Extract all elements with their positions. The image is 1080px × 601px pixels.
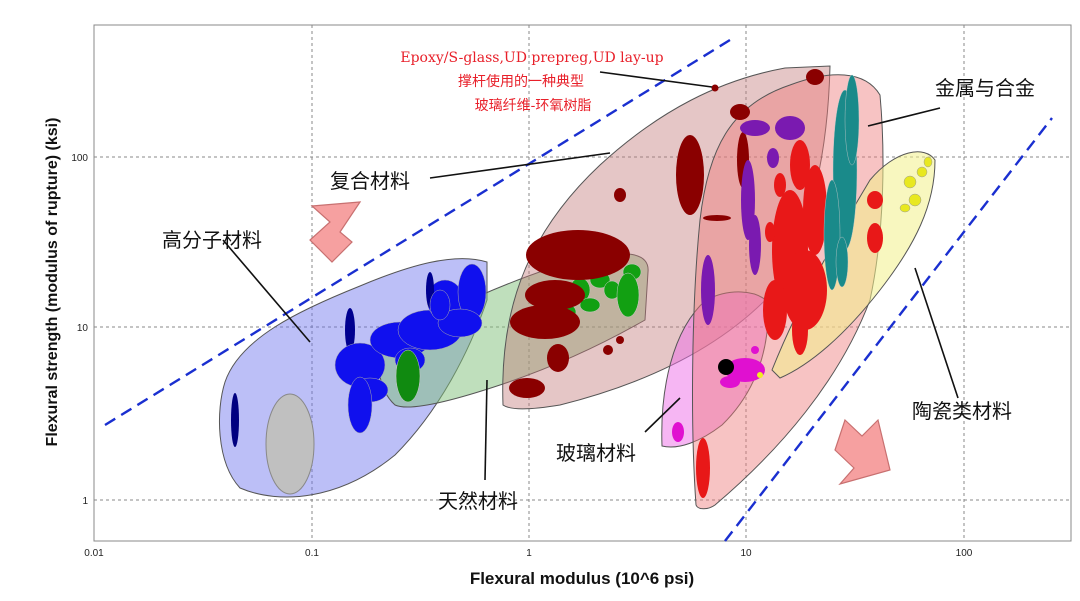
composite-bubble [603,345,613,355]
material-bubbles [231,69,933,498]
annotations: 高分子材料 复合材料 天然材料 玻璃材料 金属与合金 陶瓷类材料 Epoxy/S… [162,50,1035,513]
epoxy-note-line3: 玻璃纤维-环氧树脂 [475,97,592,114]
x-axis-title: Flexural modulus (10^6 psi) [470,569,694,588]
composite-bubble [509,378,545,398]
ceramic-bubble [899,203,911,213]
natural-bubble [579,297,601,313]
polymer-bubble [347,376,373,434]
composite-bubble [676,135,704,215]
y-tick-label: 10 [77,323,89,334]
glass-fiber-bubble [740,120,770,136]
epoxy-note-line1: Epoxy/S-glass,UD prepreg,UD lay-up [400,50,663,66]
metal-bubble [763,280,787,340]
metals-label: 金属与合金 [935,76,1035,100]
x-tick-label: 100 [956,548,973,559]
ceramic-bubble [923,156,933,168]
epoxy-sglass-point [711,84,719,92]
leader-lines [222,71,959,481]
glass-bubble [720,376,740,388]
x-tick-labels: 0.01 0.1 1 10 100 [84,548,973,559]
metal-bubble [792,305,808,355]
metal-bubble [783,250,827,330]
metal-bubble [803,165,827,255]
x-tick-label: 10 [740,548,752,559]
y-axis-title: Flexural strength (modulus of rupture) (… [44,118,61,447]
polymers-label: 高分子材料 [162,228,262,252]
composites-label: 复合材料 [330,169,410,193]
natural-bubble [616,272,640,318]
direction-arrows [309,201,891,486]
polymer-bubble [429,289,451,321]
glass-fiber-bubble [775,116,805,140]
ceramic-bubble [903,175,917,189]
metal-bubble [867,223,883,253]
glass-bubble [751,346,759,354]
glass-fiber-bubble [701,255,715,325]
guidelines [104,38,1053,542]
polymer-bubble [437,308,483,338]
metal-bubble [867,191,883,209]
metal-bubble [696,438,710,498]
ceramic-bubble [908,193,922,207]
x-tick-label: 0.1 [305,548,319,559]
alloy-bubble [844,74,860,166]
composite-bubble [616,336,624,344]
glass-label: 玻璃材料 [556,441,636,465]
black-bubble [718,359,734,375]
epoxy-note-line2: 撑杆使用的一种典型 [458,73,584,90]
polymer-bubble [265,393,315,495]
natural-label: 天然材料 [438,489,518,513]
composite-bubble [614,188,626,202]
ceramic-bubble [916,166,928,178]
x-tick-label: 0.01 [84,548,104,559]
composite-bubble [806,69,824,85]
natural-bubble [395,349,421,403]
lower-right-arrow-icon [834,418,891,486]
glass-bubble [725,358,765,382]
polymer-bubble [345,308,355,352]
y-tick-labels: 1 10 100 [71,153,88,507]
composite-bubble [525,280,585,310]
alloy-bubble [835,236,849,288]
glass-fiber-bubble [749,215,761,275]
composite-bubble [526,230,630,280]
glass-fiber-bubble [741,160,755,240]
glass-fiber-bubble [767,148,779,168]
metal-bubble [790,140,810,190]
glass-bubble [672,422,684,442]
x-tick-label: 1 [526,548,532,559]
metal-bubble [765,222,775,242]
composite-bubble [547,344,569,372]
metal-bubble [774,173,786,197]
polymer-bubble [231,393,239,447]
ceramics-label: 陶瓷类材料 [912,399,1012,423]
glass-bubble [757,372,763,378]
upper-left-arrow-icon [309,201,362,263]
composite-bubble [510,305,580,339]
composite-bubble [703,215,731,221]
composite-bubble [730,104,750,120]
y-tick-label: 1 [82,496,88,507]
y-tick-label: 100 [71,153,88,164]
